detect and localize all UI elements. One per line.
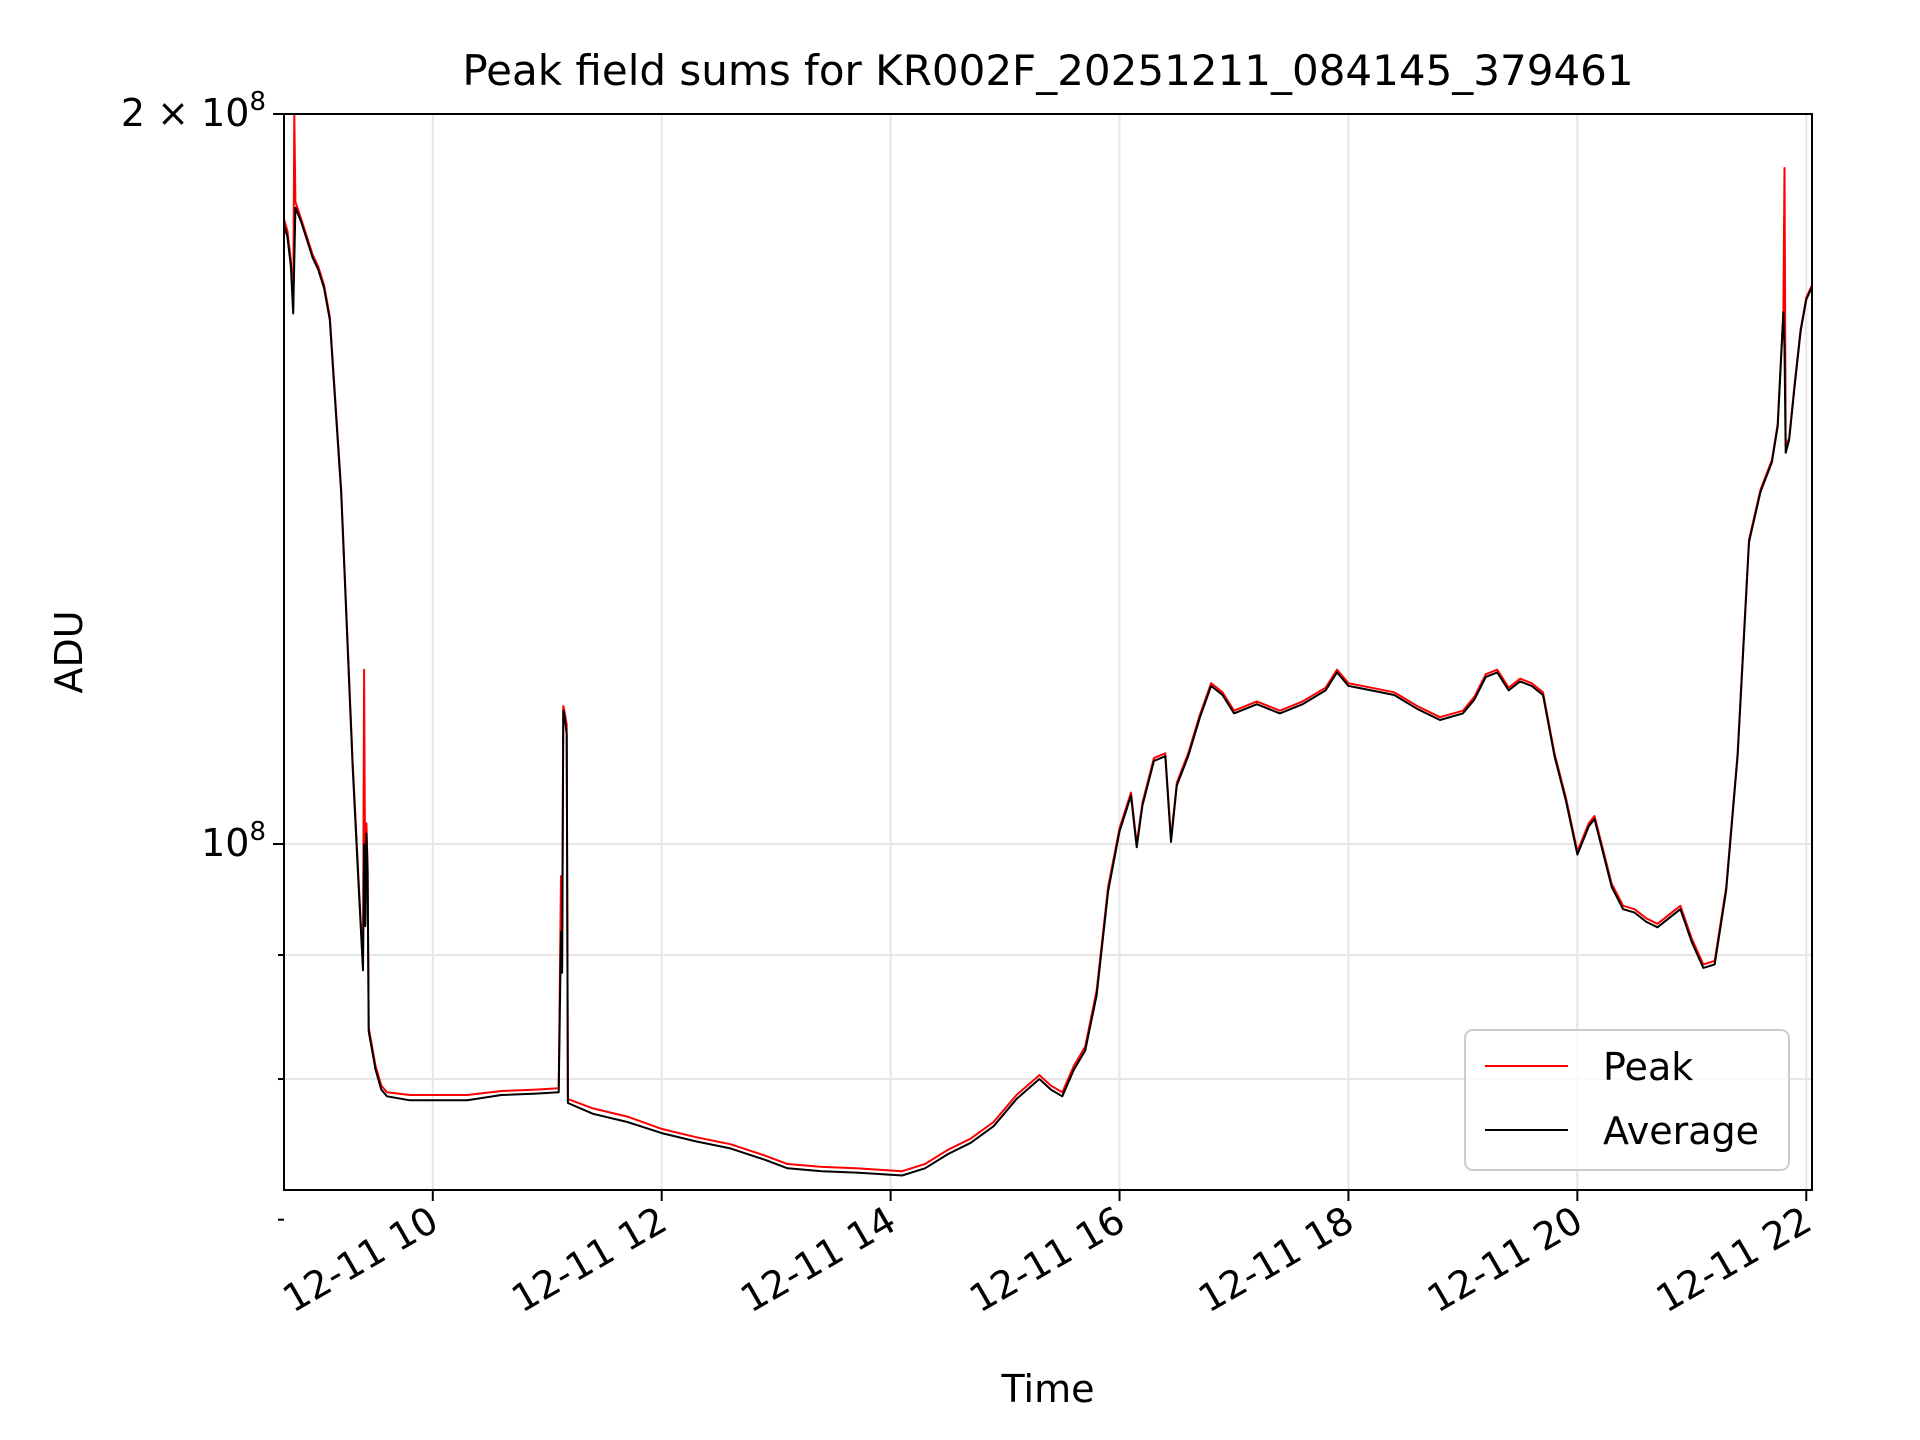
series-lines: [283, 113, 1813, 1177]
series-line-average: [283, 206, 1813, 1177]
x-tick-label: 12-11 20: [1420, 1198, 1590, 1322]
x-tick-label: 12-11 16: [962, 1198, 1132, 1322]
x-axis-label: Time: [1001, 1367, 1095, 1411]
y-tick-label: 108: [201, 817, 266, 865]
series-line-peak: [283, 113, 1813, 1173]
y-axis: 2 × 108 108: [121, 87, 284, 1221]
x-tick-label: 12-11 14: [733, 1198, 903, 1322]
grid-lines: [284, 113, 1812, 1190]
x-tick-label: 12-11 22: [1649, 1198, 1819, 1322]
y-tick-label: 2 × 108: [121, 87, 266, 135]
legend-average-label: Average: [1603, 1109, 1759, 1153]
legend-peak-label: Peak: [1603, 1045, 1693, 1089]
x-tick-label: 12-11 10: [275, 1198, 445, 1322]
legend: Peak Average: [1464, 1029, 1790, 1171]
x-axis: 12-11 10 12-11 12 12-11 14 12-11 16 12-11 18…: [275, 1190, 1819, 1322]
x-tick-label: 12-11 12: [504, 1198, 674, 1322]
plot-frame: [283, 113, 1813, 1191]
y-axis-label: ADU: [47, 610, 91, 693]
chart-title: Peak field sums for KR002F_20251211_0841…: [462, 46, 1633, 95]
x-tick-label: 12-11 18: [1191, 1198, 1361, 1322]
